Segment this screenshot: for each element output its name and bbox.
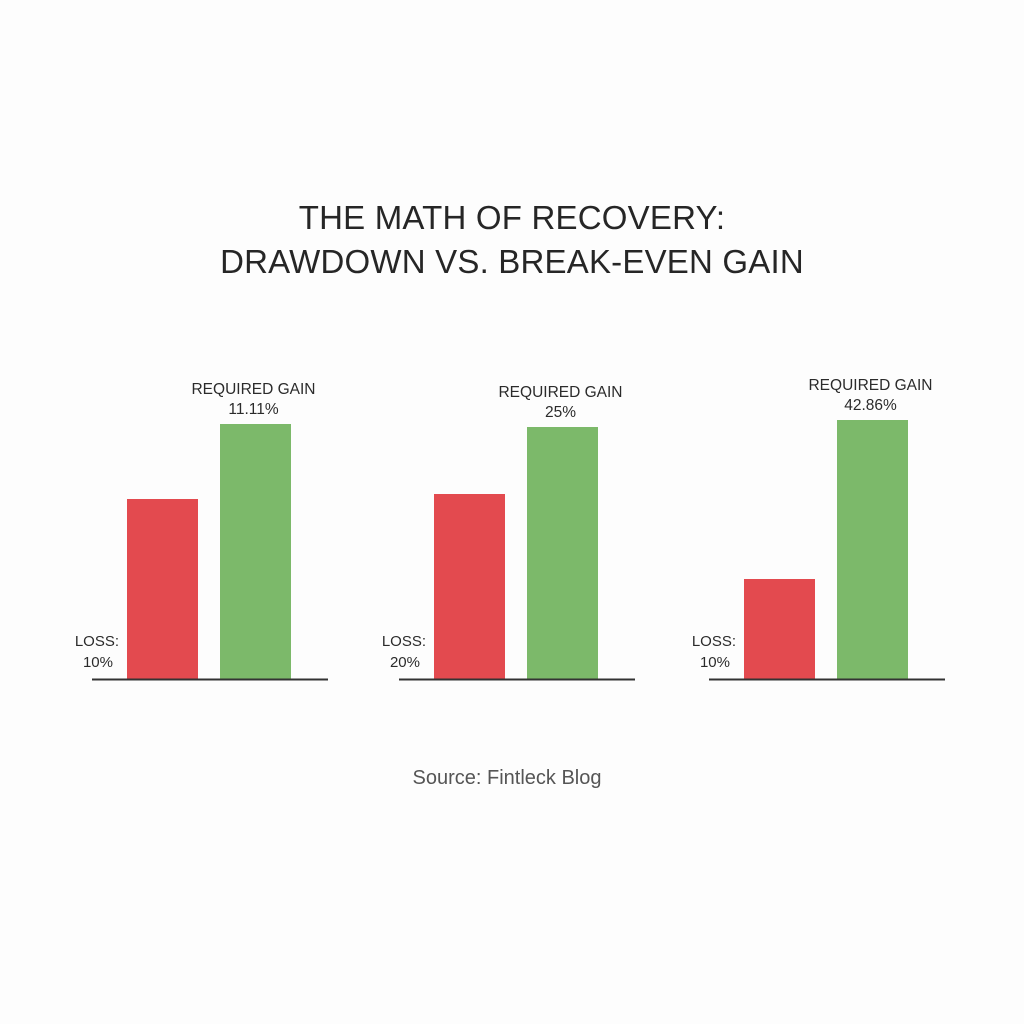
loss-label-value-3: 10% <box>700 654 730 671</box>
gain-label-title-1: REQUIRED GAIN <box>191 381 315 398</box>
loss-label-title-2: LOSS: <box>382 633 426 650</box>
chart-title-line-2: DRAWDOWN VS. BREAK-EVEN GAIN <box>220 243 804 280</box>
gain-bar-3 <box>837 420 908 679</box>
loss-label-title-3: LOSS: <box>692 633 736 650</box>
loss-label-value-1: 10% <box>83 654 113 671</box>
gain-label-title-2: REQUIRED GAIN <box>498 384 622 401</box>
loss-label-title-1: LOSS: <box>75 633 119 650</box>
gain-label-value-1: 11.11% <box>228 401 278 418</box>
source-note: Source: Fintleck Blog <box>412 767 602 789</box>
loss-bar-2 <box>434 494 505 679</box>
gain-label-value-3: 42.86% <box>844 397 897 414</box>
loss-bar-1 <box>127 499 198 679</box>
gain-label-title-3: REQUIRED GAIN <box>808 377 932 394</box>
chart-title-line-1: THE MATH OF RECOVERY: <box>298 199 726 236</box>
chart-title: THE MATH OF RECOVERY: DRAWDOWN VS. BREAK… <box>0 196 1024 284</box>
gain-bar-1 <box>220 424 291 679</box>
loss-label-value-2: 20% <box>390 654 420 671</box>
gain-label-value-2: 25% <box>545 404 576 421</box>
loss-bar-3 <box>744 579 815 679</box>
gain-bar-2 <box>527 427 598 679</box>
